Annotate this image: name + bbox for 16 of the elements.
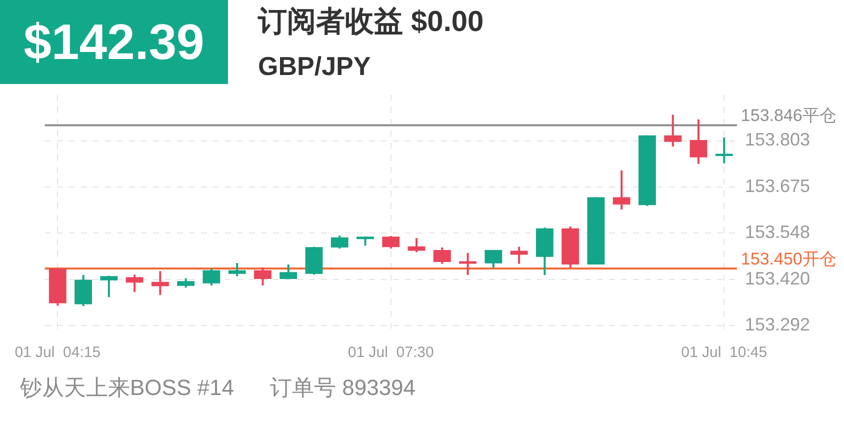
- y-tick-label: 153.292: [744, 314, 810, 335]
- text: $142.39: [24, 14, 204, 70]
- y-tick-label: 153.675: [744, 176, 810, 196]
- x-tick-label: 01 Jul 07:30: [348, 344, 434, 362]
- y-tick-label: 153.803: [744, 130, 810, 150]
- text: 钞从天上来BOSS #14: [20, 375, 234, 400]
- ref-line-label: 153.846平仓: [740, 106, 836, 126]
- x-tick-label: 01 Jul 04:15: [14, 344, 101, 362]
- x-tick-label: 01 Jul 10:45: [681, 344, 768, 362]
- y-tick-label: 153.548: [744, 222, 810, 242]
- candlestick: [715, 138, 733, 164]
- ref-line-label: 153.450开仓: [740, 249, 836, 268]
- y-tick-label: 153.420: [744, 268, 810, 288]
- text: 订阅者收益 $0.00: [258, 6, 484, 38]
- text: 订单号 893394: [270, 375, 416, 400]
- chart-title: GBP/JPY: [258, 51, 371, 81]
